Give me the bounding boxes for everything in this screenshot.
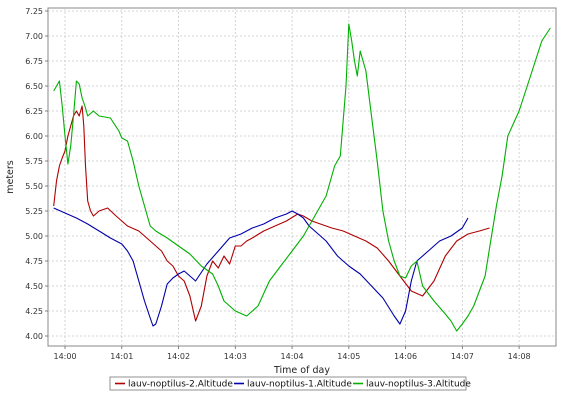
x-tick-label: 14:07 xyxy=(451,352,474,361)
x-axis-ticks: 14:00 14:01 14:02 14:03 14:04 14:05 14:06 14:07… xyxy=(53,346,531,361)
series-line-2 xyxy=(53,207,469,327)
y-tick-label: 5.75 xyxy=(25,157,43,166)
y-tick-label: 5.50 xyxy=(25,182,43,191)
y-tick-label: 5.00 xyxy=(25,232,43,241)
x-tick-label: 14:05 xyxy=(337,352,360,361)
series-line-1 xyxy=(53,105,490,322)
x-tick-label: 14:04 xyxy=(281,352,304,361)
y-tick-label: 4.50 xyxy=(25,282,43,291)
y-tick-label: 6.75 xyxy=(25,57,43,66)
y-tick-label: 6.00 xyxy=(25,132,43,141)
x-tick-label: 14:00 xyxy=(53,352,76,361)
y-tick-label: 7.25 xyxy=(25,7,43,16)
legend-label-2: lauv-noptilus-1.Altitude xyxy=(247,380,352,390)
y-tick-label: 4.75 xyxy=(25,257,43,266)
legend-label-1: lauv-noptilus-2.Altitude xyxy=(128,380,233,390)
x-tick-label: 14:01 xyxy=(110,352,133,361)
x-axis-label: Time of day xyxy=(273,365,330,376)
y-tick-label: 4.00 xyxy=(25,332,43,341)
x-tick-label: 14:03 xyxy=(224,352,247,361)
y-tick-label: 6.25 xyxy=(25,107,43,116)
y-tick-label: 5.25 xyxy=(25,207,43,216)
legend: lauv-noptilus-2.Altitude lauv-noptilus-1.… xyxy=(109,376,471,391)
grid-lines xyxy=(48,8,556,346)
legend-box xyxy=(109,376,467,391)
series-line-3 xyxy=(53,23,551,332)
plot-area xyxy=(47,7,557,347)
y-tick-label: 4.25 xyxy=(25,307,43,316)
y-axis-ticks: 4.00 4.25 4.50 4.75 5.00 5.25 5.50 5.75 6.00 6.25… xyxy=(25,7,48,341)
y-tick-label: 6.50 xyxy=(25,82,43,91)
series-lines xyxy=(53,23,551,332)
legend-label-3: lauv-noptilus-3.Altitude xyxy=(366,380,471,390)
y-tick-label: 7.00 xyxy=(25,32,43,41)
x-tick-label: 14:08 xyxy=(508,352,531,361)
x-tick-label: 14:06 xyxy=(394,352,417,361)
y-axis-label: meters xyxy=(5,160,16,194)
x-tick-label: 14:02 xyxy=(167,352,190,361)
